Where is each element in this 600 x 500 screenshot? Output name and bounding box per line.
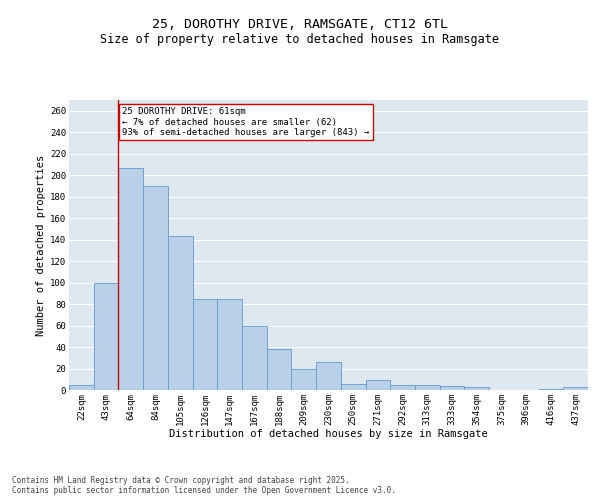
Text: Size of property relative to detached houses in Ramsgate: Size of property relative to detached ho… bbox=[101, 32, 499, 46]
Bar bbox=[292, 368, 316, 390]
Bar bbox=[464, 387, 489, 390]
X-axis label: Distribution of detached houses by size in Ramsgate: Distribution of detached houses by size … bbox=[169, 429, 488, 439]
Bar bbox=[440, 386, 464, 390]
Text: 25, DOROTHY DRIVE, RAMSGATE, CT12 6TL: 25, DOROTHY DRIVE, RAMSGATE, CT12 6TL bbox=[152, 18, 448, 30]
Bar bbox=[69, 384, 94, 390]
Bar bbox=[415, 384, 440, 390]
Bar bbox=[365, 380, 390, 390]
Bar bbox=[563, 387, 588, 390]
Bar bbox=[217, 298, 242, 390]
Bar bbox=[94, 282, 118, 390]
Bar bbox=[118, 168, 143, 390]
Bar bbox=[390, 384, 415, 390]
Bar bbox=[316, 362, 341, 390]
Bar bbox=[267, 349, 292, 390]
Bar bbox=[193, 298, 217, 390]
Text: 25 DOROTHY DRIVE: 61sqm
← 7% of detached houses are smaller (62)
93% of semi-det: 25 DOROTHY DRIVE: 61sqm ← 7% of detached… bbox=[122, 108, 370, 137]
Bar bbox=[539, 389, 563, 390]
Bar bbox=[168, 236, 193, 390]
Text: Contains HM Land Registry data © Crown copyright and database right 2025.
Contai: Contains HM Land Registry data © Crown c… bbox=[12, 476, 396, 495]
Bar bbox=[242, 326, 267, 390]
Y-axis label: Number of detached properties: Number of detached properties bbox=[36, 154, 46, 336]
Bar bbox=[143, 186, 168, 390]
Bar bbox=[341, 384, 365, 390]
